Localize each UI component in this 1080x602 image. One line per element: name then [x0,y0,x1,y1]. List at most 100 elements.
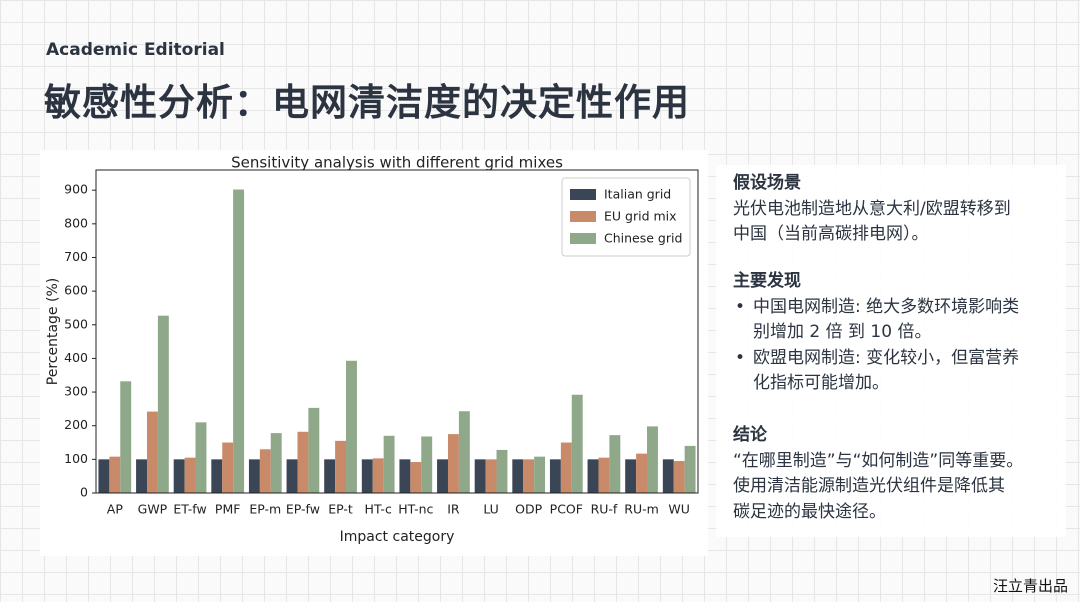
bar [421,436,433,493]
bar [173,459,185,493]
section-heading: 结论 [733,425,767,445]
bar [157,315,169,493]
bar [437,459,448,493]
x-tick-label: RU-m [624,502,659,517]
text-line: 碳足迹的最快途径。 [733,501,886,522]
x-axis-label: Impact category [340,529,455,545]
bar [447,434,459,493]
y-tick-label: 100 [64,451,88,466]
x-tick-label: AP [107,502,124,517]
section-heading: 主要发现 [733,271,801,291]
text-line: 光伏电池制造地从意大利/欧盟转移到 [733,198,1011,219]
x-tick-label: WU [668,502,690,517]
bar [109,456,121,493]
legend-label: EU grid mix [604,209,677,224]
bar [308,407,320,493]
bar [286,459,298,493]
y-tick-label: 700 [64,249,88,264]
kicker: Academic Editorial [46,40,225,60]
legend-swatch [570,189,596,200]
x-tick-label: HT-c [365,502,392,517]
x-tick-label: EP-fw [286,502,320,517]
conclusion: 结论 “在哪里制造”与“如何制造”同等重要。 使用清洁能源制造光伏组件是降低其 碳足… [733,423,1023,525]
y-tick-label: 0 [80,485,88,500]
bar [233,189,245,493]
y-axis-label: Percentage (%) [45,278,61,385]
bar [534,456,546,493]
x-tick-label: HT-nc [398,502,433,517]
text-line: 中国（当前高碳排电网）。 [733,224,929,244]
bar [598,457,610,493]
x-tick-label: GWP [138,502,168,517]
bar [259,449,271,493]
bar [270,433,282,493]
x-tick-label: EP-m [249,502,281,517]
bar [549,459,561,493]
bar [361,459,373,493]
y-tick-label: 800 [64,215,88,230]
text-line: 化指标可能增加。 [753,373,889,393]
bar [146,411,158,493]
bar [474,459,486,493]
footer: 汪立青出品 [992,577,1068,595]
text-line: “在哪里制造”与“如何制造”同等重要。 [733,450,1024,471]
bar [410,462,422,493]
slide-title: 敏感性分析：电网清洁度的决定性作用 [44,81,690,124]
x-tick-label: PMF [215,502,241,517]
x-tick-label: ODP [515,502,542,517]
legend-label: Chinese grid [604,231,682,246]
x-tick-label: ET-fw [173,502,206,517]
y-tick-label: 900 [64,182,88,197]
bar [662,459,674,493]
bar [496,449,508,493]
bar [184,457,196,493]
bar [399,459,411,493]
bar [346,360,357,493]
y-tick-label: 600 [64,283,88,298]
bar [647,426,658,493]
legend-swatch [570,233,596,244]
bar [383,435,395,493]
bar [136,459,147,493]
paragraph: 光伏电池制造地从意大利/欧盟转移到 中国（当前高碳排电网）。 [733,197,1011,248]
bar [512,459,524,493]
y-tick-label: 400 [64,350,88,365]
bar [248,459,260,493]
x-tick-label: LU [483,502,499,517]
legend-swatch [570,211,596,222]
bar [587,459,599,493]
plot-frame [95,169,699,494]
paragraph: “在哪里制造”与“如何制造”同等重要。 使用清洁能源制造光伏组件是降低其 碳足迹的最… [733,449,1023,526]
bar [625,459,637,493]
chart: Sensitivity analysis with different grid… [45,154,699,545]
bar [211,459,223,493]
x-tick-label: IR [447,502,460,517]
y-tick-label: 200 [64,417,88,432]
chart-title: Sensitivity analysis with different grid… [231,154,563,172]
text-line: 中国电网制造: 绝大多数环境影响类 [753,296,1020,317]
bar [609,435,621,493]
x-tick-label: EP-t [328,502,353,517]
text-line: 使用清洁能源制造光伏组件是降低其 [733,476,1005,496]
bar [523,459,535,493]
bar [560,442,572,493]
bar [98,459,110,493]
bar [684,445,696,493]
bar [458,411,470,493]
bar [297,431,309,493]
bar [324,459,336,493]
bar [195,422,207,493]
x-tick-label: PCOF [550,502,583,517]
section-heading: 假设场景 [733,173,801,193]
x-tick-label: RU-f [591,502,618,517]
bar [673,461,685,493]
side-panel: 假设场景 光伏电池制造地从意大利/欧盟转移到 中国（当前高碳排电网）。 主要发现 … [716,165,1066,537]
scenario: 假设场景 光伏电池制造地从意大利/欧盟转移到 中国（当前高碳排电网）。 [733,171,1011,248]
bar [335,440,347,493]
y-tick-label: 500 [64,316,88,331]
legend-label: Italian grid [604,187,671,202]
